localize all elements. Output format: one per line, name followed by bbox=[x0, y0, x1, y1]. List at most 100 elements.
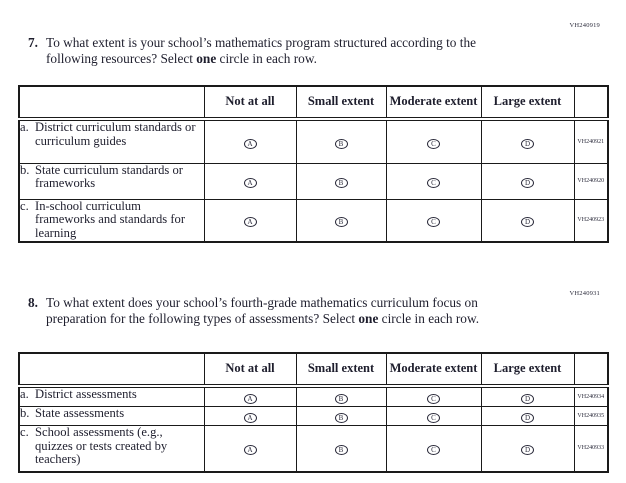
answer-cell: C bbox=[385, 162, 482, 200]
table-row: b. State curriculum standards or framewor… bbox=[18, 162, 609, 200]
row-vh-code: VH240923 bbox=[573, 198, 609, 243]
row-letter: c. bbox=[20, 198, 29, 213]
question-8-body-start: To what extent does your school’s fourth… bbox=[46, 295, 478, 326]
answer-cell: A bbox=[203, 385, 297, 407]
answer-circle-b[interactable]: B bbox=[334, 445, 348, 456]
answer-cell: C bbox=[385, 385, 482, 407]
row-item-cell: c. In-school curriculum frameworks and st… bbox=[18, 198, 205, 243]
column-header: Moderate extent bbox=[385, 85, 482, 121]
question-7-table: Not at all Small extent Moderate extent Lar… bbox=[18, 85, 609, 243]
column-header: Not at all bbox=[203, 352, 297, 388]
row-item-cell: b. State curriculum standards or framewor… bbox=[18, 162, 205, 200]
answer-cell: A bbox=[203, 162, 297, 200]
column-header: Large extent bbox=[480, 85, 575, 121]
row-text: School assessments (e.g., quizzes or tes… bbox=[35, 425, 168, 467]
answer-cell: B bbox=[295, 406, 387, 426]
question-7-body-end: circle in each row. bbox=[216, 50, 317, 66]
row-item-cell: a. District curriculum standards or curri… bbox=[18, 118, 205, 164]
answer-cell: D bbox=[480, 198, 575, 243]
answer-circle-d[interactable]: D bbox=[521, 445, 534, 456]
table-row: c. School assessments (e.g., quizzes or t… bbox=[18, 425, 609, 472]
question-8-body-end: circle in each row. bbox=[378, 310, 480, 326]
table-row: c. In-school curriculum frameworks and st… bbox=[18, 198, 609, 243]
answer-cell: B bbox=[295, 118, 387, 164]
answer-circle-c[interactable]: C bbox=[427, 178, 440, 188]
row-text: District assessments bbox=[35, 387, 137, 401]
answer-cell: B bbox=[295, 198, 387, 243]
question-7-number: 7. bbox=[28, 35, 38, 50]
answer-circle-d[interactable]: D bbox=[521, 217, 534, 228]
answer-circle-b[interactable]: B bbox=[334, 217, 348, 228]
answer-cell: B bbox=[295, 425, 387, 472]
table-row: a. District assessments A B C D VH240934 bbox=[18, 385, 609, 407]
answer-cell: C bbox=[385, 198, 482, 243]
row-text: District curriculum standards or curricu… bbox=[35, 120, 196, 148]
answer-cell: D bbox=[480, 162, 575, 200]
row-text: State assessments bbox=[35, 406, 125, 420]
answer-circle-a[interactable]: A bbox=[243, 413, 257, 423]
header-row: Not at all Small extent Moderate extent Lar… bbox=[18, 85, 609, 121]
empty-code-header-cell bbox=[573, 352, 609, 388]
column-header: Small extent bbox=[295, 352, 387, 388]
row-text: State curriculum standards or frameworks bbox=[35, 162, 183, 191]
empty-item-header-cell bbox=[18, 352, 205, 388]
answer-circle-a[interactable]: A bbox=[243, 217, 257, 228]
table-row: a. District curriculum standards or curri… bbox=[18, 118, 609, 164]
question-8-bold-word: one bbox=[358, 310, 379, 326]
answer-cell: D bbox=[480, 385, 575, 407]
answer-circle-b[interactable]: B bbox=[334, 178, 348, 188]
table-row: b. State assessments A B C D VH240935 bbox=[18, 406, 609, 426]
answer-cell: C bbox=[385, 118, 482, 164]
answer-circle-b[interactable]: B bbox=[334, 413, 348, 423]
question-8-number: 8. bbox=[28, 295, 38, 310]
answer-circle-a[interactable]: A bbox=[243, 178, 257, 188]
answer-circle-c[interactable]: C bbox=[427, 138, 440, 149]
answer-circle-c[interactable]: C bbox=[427, 445, 440, 456]
row-vh-code: VH240933 bbox=[573, 425, 609, 472]
answer-circle-c[interactable]: C bbox=[427, 394, 440, 404]
question-8-vh-code: VH240931 bbox=[569, 290, 600, 297]
answer-cell: D bbox=[480, 118, 575, 164]
answer-circle-c[interactable]: C bbox=[427, 413, 440, 423]
row-letter: b. bbox=[20, 406, 30, 420]
answer-circle-c[interactable]: C bbox=[427, 217, 440, 228]
answer-circle-d[interactable]: D bbox=[521, 138, 534, 149]
question-7-text: 7. To what extent is your school’s mathe… bbox=[28, 35, 526, 66]
answer-circle-d[interactable]: D bbox=[521, 178, 534, 188]
row-vh-code: VH240935 bbox=[573, 406, 609, 426]
answer-circle-d[interactable]: D bbox=[521, 394, 534, 404]
empty-item-header-cell bbox=[18, 85, 205, 121]
answer-cell: C bbox=[385, 406, 482, 426]
row-letter: a. bbox=[20, 387, 29, 401]
answer-circle-a[interactable]: A bbox=[243, 394, 257, 404]
question-7-body: To what extent is your school’s mathemat… bbox=[46, 35, 526, 66]
column-header: Small extent bbox=[295, 85, 387, 121]
answer-circle-b[interactable]: B bbox=[334, 138, 348, 149]
question-8-table: Not at all Small extent Moderate extent Lar… bbox=[18, 352, 609, 473]
column-header: Not at all bbox=[203, 85, 297, 121]
row-letter: a. bbox=[20, 120, 29, 134]
answer-cell: D bbox=[480, 406, 575, 426]
answer-cell: B bbox=[295, 162, 387, 200]
answer-cell: A bbox=[203, 425, 297, 472]
row-item-cell: a. District assessments bbox=[18, 385, 205, 407]
answer-cell: A bbox=[203, 406, 297, 426]
column-header: Moderate extent bbox=[385, 352, 482, 388]
answer-circle-a[interactable]: A bbox=[243, 138, 257, 149]
question-7-body-start: To what extent is your school’s mathemat… bbox=[46, 35, 476, 66]
answer-circle-a[interactable]: A bbox=[243, 445, 257, 456]
header-row: Not at all Small extent Moderate extent Lar… bbox=[18, 352, 609, 388]
row-item-cell: c. School assessments (e.g., quizzes or t… bbox=[18, 425, 205, 472]
answer-cell: A bbox=[203, 198, 297, 243]
question-8-text: 8. To what extent does your school’s fou… bbox=[28, 295, 526, 326]
row-text: In-school curriculum frameworks and stan… bbox=[35, 198, 186, 240]
answer-cell: B bbox=[295, 385, 387, 407]
answer-circle-b[interactable]: B bbox=[334, 394, 348, 404]
row-vh-code: VH240921 bbox=[573, 118, 609, 164]
answer-cell: C bbox=[385, 425, 482, 472]
answer-cell: D bbox=[480, 425, 575, 472]
question-7-vh-code: VH240919 bbox=[569, 22, 600, 29]
answer-circle-d[interactable]: D bbox=[521, 413, 534, 423]
question-8-body: To what extent does your school’s fourth… bbox=[46, 295, 526, 326]
